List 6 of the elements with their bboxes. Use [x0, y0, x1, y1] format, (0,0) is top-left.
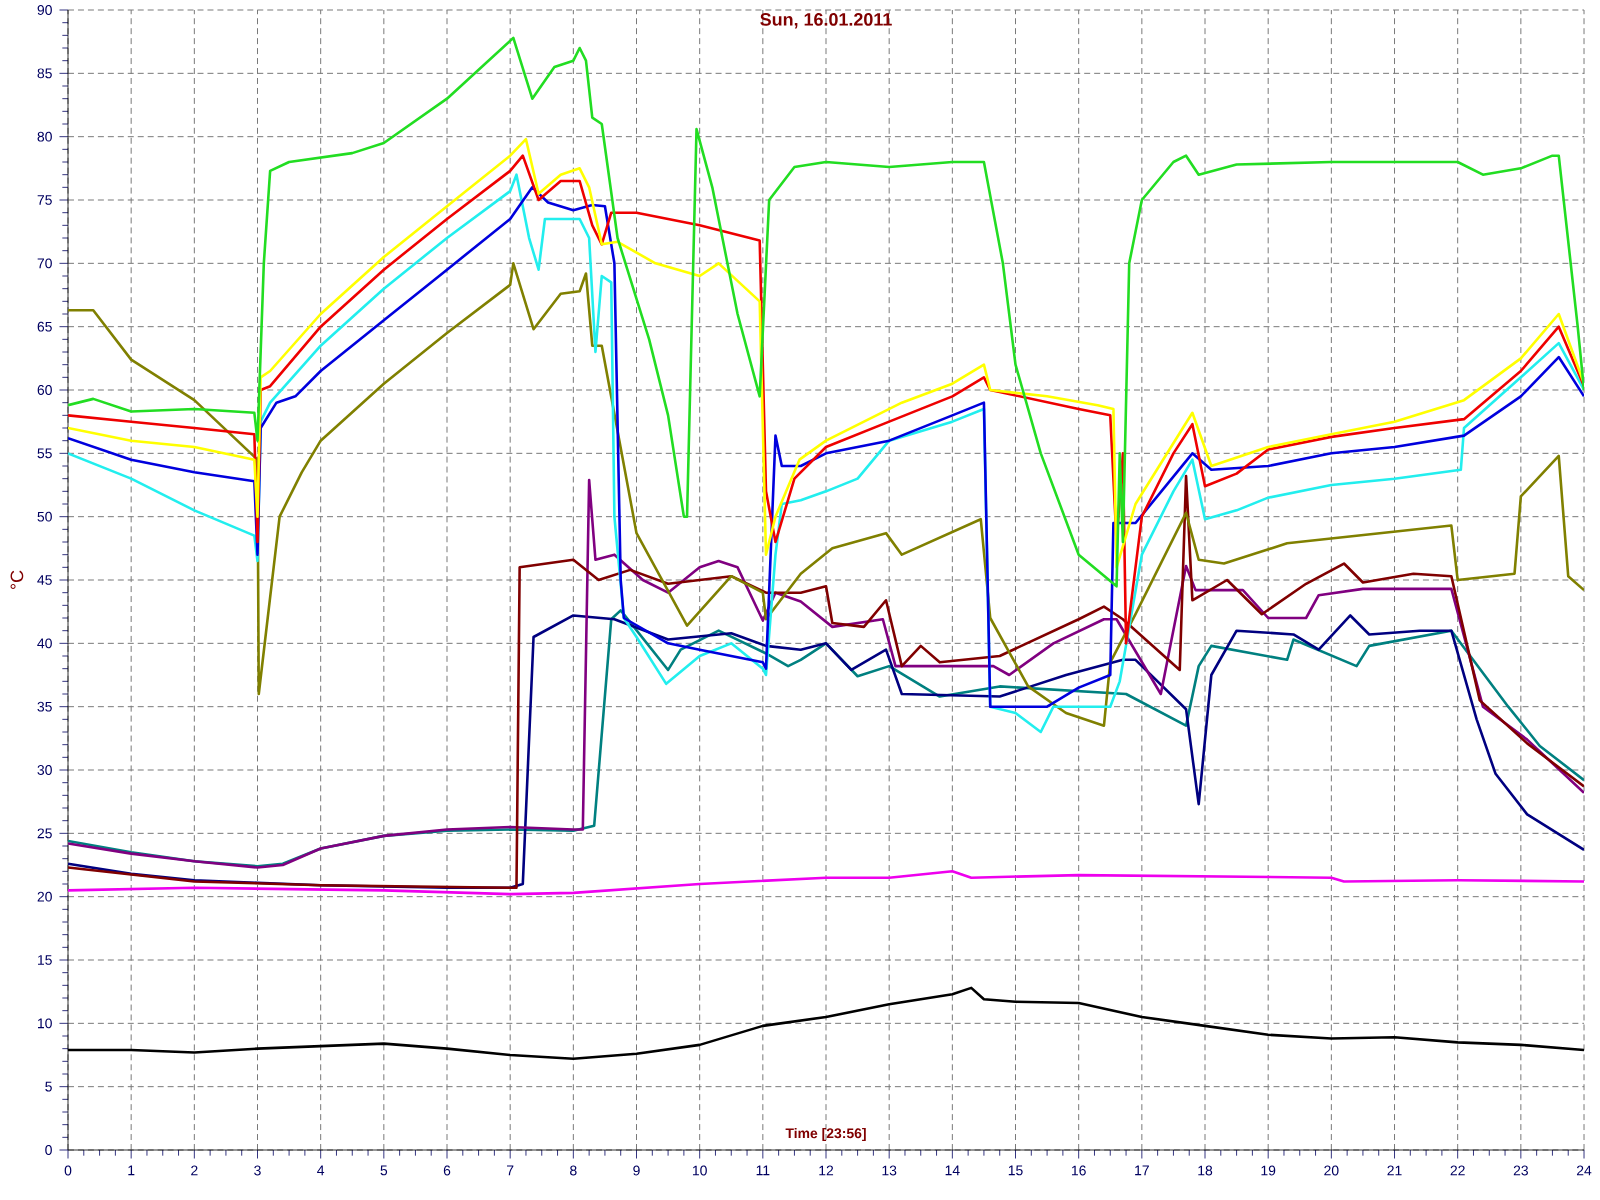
chart-title: Sun, 16.01.2011 — [760, 13, 892, 29]
line-series — [68, 870, 1585, 896]
line-series — [68, 137, 1585, 569]
y-axis-title: °C — [10, 570, 24, 589]
line-series — [68, 154, 1585, 645]
line-series — [68, 262, 1585, 727]
